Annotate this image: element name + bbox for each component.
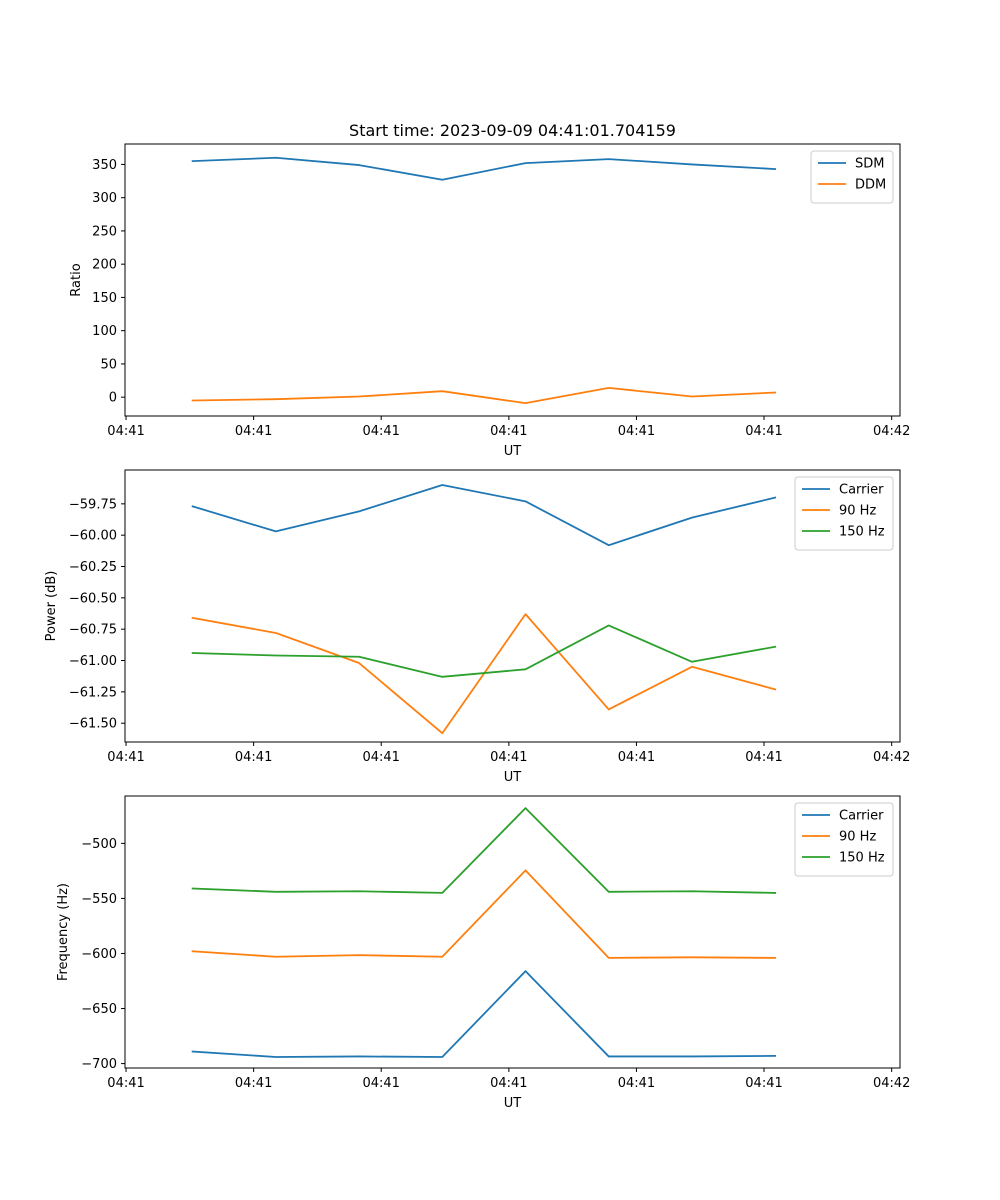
legend: Carrier 90 Hz 150 Hz [794,802,894,877]
subplot-3: 04:41 04:41 04:41 04:41 04:41 04:41 04:42 UT −70… [56,795,910,1111]
legend-label: SDM [855,157,884,172]
y-axis-label: Frequency (Hz) [56,883,71,981]
y-tick-label: 300 [92,191,117,206]
x-tick-label: 04:41 [107,1076,144,1091]
axes-frame [124,143,901,417]
x-tick-label: 04:41 [618,750,655,765]
y-tick-label: −500 [81,837,117,852]
legend-label: 90 Hz [839,830,876,845]
x-tick-label: 04:41 [235,424,272,439]
series-line-150-hz [191,807,777,894]
y-axis-label: Power (dB) [44,571,59,642]
y-tick-label: −700 [81,1057,117,1072]
x-tick-label: 04:41 [107,750,144,765]
series-line-ddm [191,386,777,405]
x-tick-label: 04:41 [107,424,144,439]
legend-box [810,150,894,204]
legend-label: 150 Hz [839,525,885,540]
y-tick-label: 100 [92,324,117,339]
x-tick-label: 04:41 [235,750,272,765]
x-axis-label: UT [504,770,522,785]
y-tick-label: 250 [92,224,117,239]
axes-frame [124,795,901,1069]
series-line-150-hz [191,624,777,678]
x-tick-label: 04:41 [490,750,527,765]
x-tick-label: 04:41 [362,750,399,765]
subplots: 04:41 04:41 04:41 04:41 04:41 04:41 04:42 UT 0 50… [44,143,910,1111]
axes-frame [124,469,901,743]
x-tick-label: 04:41 [745,750,782,765]
y-tick-label: −60.75 [69,623,117,638]
y-axis-label: Ratio [69,263,84,296]
legend-label: DDM [855,178,886,193]
x-tick-label: 04:41 [618,1076,655,1091]
x-axis-label: UT [504,444,522,459]
x-tick-label: 04:41 [618,424,655,439]
legend-label: Carrier [839,483,884,498]
y-tick-label: 200 [92,258,117,273]
y-tick-label: −61.00 [69,654,117,669]
y-tick-label: −60.50 [69,591,117,606]
x-tick-label: 04:41 [490,1076,527,1091]
y-tick-label: −550 [81,892,117,907]
figure-title: Start time: 2023-09-09 04:41:01.704159 [349,121,676,140]
x-tick-label: 04:41 [362,1076,399,1091]
x-tick-label: 04:41 [745,424,782,439]
y-tick-label: −650 [81,1002,117,1017]
series-line-carrier [191,970,777,1058]
series-line-90-hz [191,869,777,959]
x-tick-label: 04:42 [873,750,910,765]
series-line-carrier [191,484,777,547]
y-tick-label: −60.25 [69,560,117,575]
legend-label: 90 Hz [839,504,876,519]
y-tick-label: −60.00 [69,529,117,544]
legend: SDM DDM [810,150,894,204]
y-tick-label: 350 [92,158,117,173]
subplot-1: 04:41 04:41 04:41 04:41 04:41 04:41 04:42 UT 0 50… [69,143,910,459]
x-tick-label: 04:41 [235,1076,272,1091]
legend-label: Carrier [839,809,884,824]
x-tick-label: 04:41 [745,1076,782,1091]
y-tick-label: −600 [81,947,117,962]
legend-label: 150 Hz [839,851,885,866]
x-axis-label: UT [504,1096,522,1111]
y-tick-label: −61.25 [69,685,117,700]
x-tick-label: 04:42 [873,424,910,439]
subplot-2: 04:41 04:41 04:41 04:41 04:41 04:41 04:42 UT −61… [44,469,910,785]
x-tick-label: 04:41 [362,424,399,439]
y-tick-label: 150 [92,291,117,306]
x-tick-label: 04:41 [490,424,527,439]
x-tick-label: 04:42 [873,1076,910,1091]
y-tick-label: −61.50 [69,717,117,732]
y-tick-label: 0 [109,391,117,406]
y-tick-label: −59.75 [69,497,117,512]
legend: Carrier 90 Hz 150 Hz [794,476,894,551]
y-tick-label: 50 [100,357,117,372]
series-line-sdm [191,156,777,181]
